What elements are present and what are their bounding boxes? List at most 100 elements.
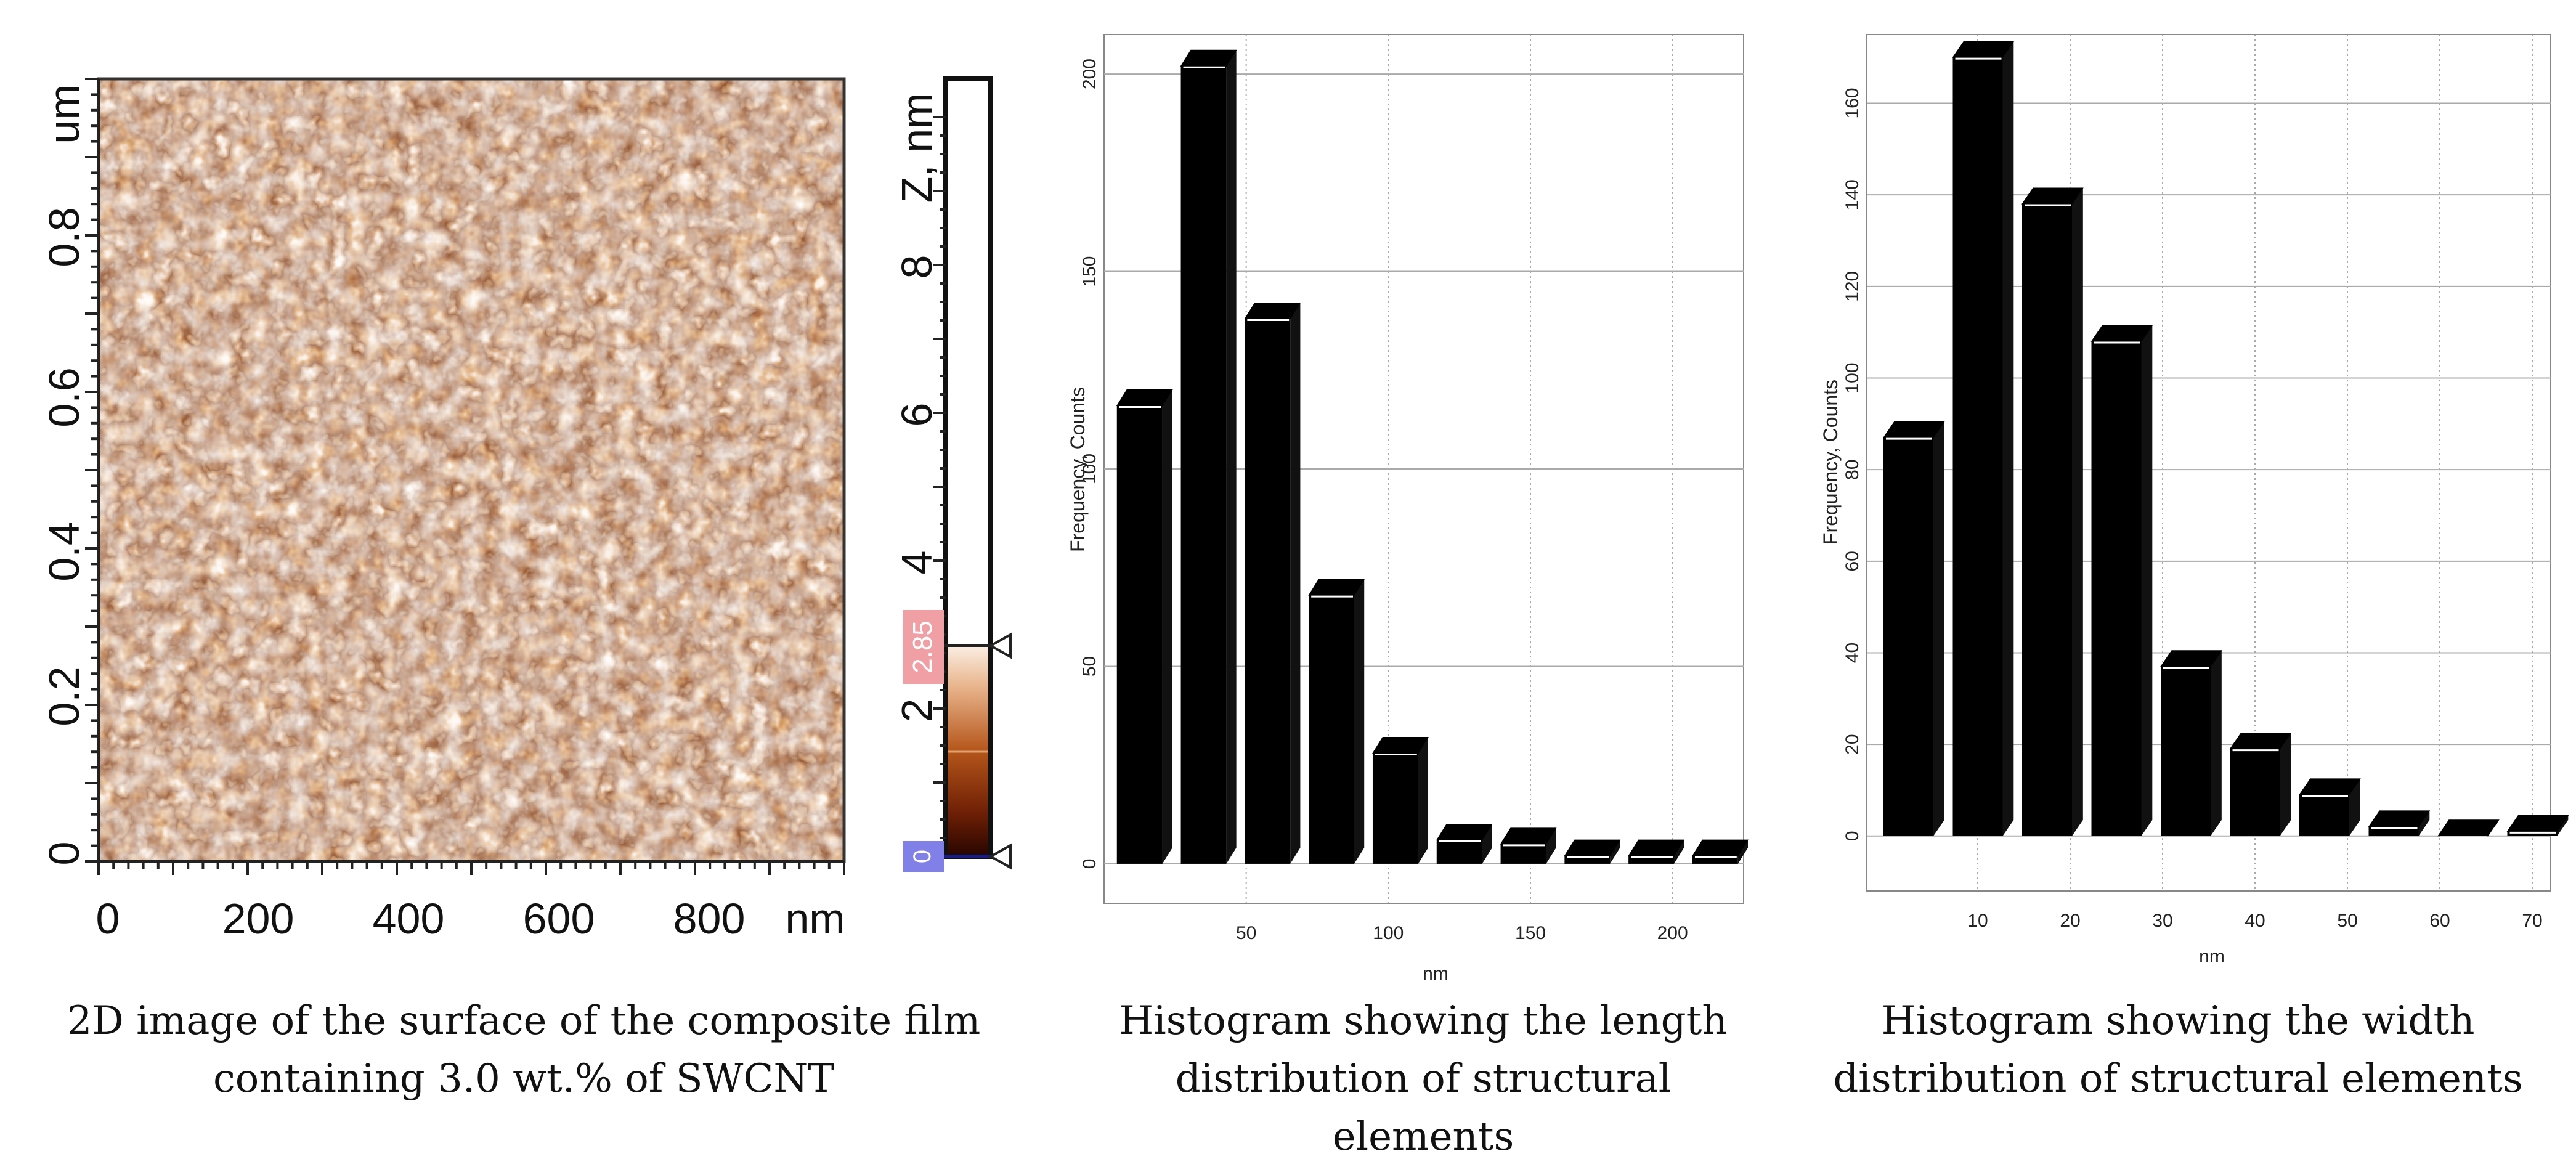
length-x-tick-label: 50 <box>1236 923 1256 943</box>
length-y-tick-label: 200 <box>1079 59 1100 89</box>
afm-y-tick: 0.2 <box>40 666 88 726</box>
length-bar <box>1500 827 1557 864</box>
length-caption-line: elements <box>1332 1114 1514 1160</box>
length-bar-front <box>1180 66 1227 864</box>
length-bar <box>1564 839 1621 864</box>
width-bar-top <box>2090 325 2153 342</box>
length-bar-front <box>1500 844 1546 864</box>
length-histogram-panel: 50 100 150 200 0 50 100 150 200 nm Frequency, C… <box>1060 0 1787 998</box>
width-x-tick-label: 20 <box>2060 911 2080 931</box>
width-bar-front <box>2230 749 2280 836</box>
length-bar-side <box>1610 840 1620 864</box>
colorbar-label: Z, nm <box>893 93 941 203</box>
width-bar-front <box>2161 666 2211 836</box>
colorbar-max-marker-box[interactable] <box>903 610 944 684</box>
width-y-tick-label: 60 <box>1842 551 1863 571</box>
colorbar-tick: 6 <box>893 403 941 427</box>
colorbar-tick: 2 <box>893 699 941 723</box>
width-bar-top <box>1952 41 2015 58</box>
length-y-axis-label: Frequency, Counts <box>1067 387 1089 552</box>
width-bar <box>2506 815 2569 836</box>
length-bar-top <box>1500 827 1557 845</box>
colorbar-max-handle[interactable] <box>988 632 1012 659</box>
afm-x-tick: 200 <box>222 895 295 943</box>
length-caption-line: distribution of structural <box>1175 1056 1672 1102</box>
width-bar <box>1883 421 1945 836</box>
length-bar-front <box>1116 405 1163 864</box>
length-bar-front <box>1372 753 1418 864</box>
length-bar <box>1436 823 1493 864</box>
length-y-tick-label: 150 <box>1079 256 1100 287</box>
width-bar-side <box>2349 778 2360 836</box>
colorbar-min-marker-box[interactable] <box>903 841 944 872</box>
length-bar <box>1116 389 1173 864</box>
length-histogram: 50 100 150 200 0 50 100 150 200 nm Frequency, C… <box>1067 34 1749 984</box>
length-bar-side <box>1290 303 1301 864</box>
length-bar-side <box>1737 840 1749 864</box>
width-y-tick-label: 100 <box>1842 362 1863 393</box>
afm-surface-image <box>99 79 844 861</box>
length-bar-top <box>1436 823 1493 840</box>
afm-y-tick: 0.6 <box>40 367 88 427</box>
width-bar-side <box>2072 188 2083 836</box>
afm-y-tick: 0.8 <box>40 207 88 267</box>
colorbar-max-marker[interactable]: 2.85 <box>908 620 938 673</box>
width-bar-top <box>2506 815 2569 832</box>
width-bar-front <box>2091 341 2142 836</box>
length-caption-line: Histogram showing the length <box>1119 998 1728 1044</box>
length-bar <box>1308 579 1365 864</box>
length-x-axis-label: nm <box>1423 964 1448 984</box>
length-bar <box>1628 839 1685 864</box>
afm-panel: 0 200 400 600 800 nm 0 0.2 0.4 0.6 0.8 u… <box>0 0 1047 974</box>
afm-caption-line: containing 3.0 wt.% of SWCNT <box>213 1056 835 1102</box>
width-bar-top <box>2229 733 2292 750</box>
width-caption: Histogram showing the width distribution… <box>1787 992 2569 1108</box>
width-bar-side <box>2418 810 2430 836</box>
length-bar-top <box>1308 579 1365 596</box>
length-bar-top <box>1692 839 1749 856</box>
length-bar-side <box>1162 389 1172 864</box>
width-bar-front <box>2022 204 2072 836</box>
width-bar-top <box>2437 819 2500 837</box>
width-bar <box>2437 819 2500 839</box>
colorbar-white-region <box>946 79 990 646</box>
length-bar-front <box>1436 840 1482 864</box>
length-x-tick-label: 100 <box>1373 923 1404 943</box>
length-bar-top <box>1628 839 1685 856</box>
length-bar-side <box>1354 579 1365 864</box>
width-x-tick-label: 70 <box>2522 911 2542 931</box>
length-x-tick-label: 150 <box>1515 923 1546 943</box>
width-bar <box>2160 650 2222 836</box>
width-y-tick-label: 120 <box>1842 271 1863 302</box>
afm-y-tick: 0 <box>40 842 88 866</box>
width-bar-front <box>1883 437 1933 836</box>
afm-x-tick: 400 <box>373 895 445 943</box>
width-bar-side <box>2280 733 2291 836</box>
length-bar-top <box>1244 302 1301 319</box>
afm-caption: 2D image of the surface of the composite… <box>12 992 1035 1108</box>
width-bar-top <box>2021 187 2084 205</box>
width-bar-front <box>2299 794 2349 836</box>
width-y-tick-label: 140 <box>1842 179 1863 210</box>
width-x-tick-label: 10 <box>1967 911 1988 931</box>
width-bar-top <box>2299 778 2361 795</box>
colorbar-min-handle[interactable] <box>988 843 1012 870</box>
colorbar-min-marker[interactable]: 0 <box>909 850 936 863</box>
width-x-tick-label: 60 <box>2429 911 2450 931</box>
width-bar <box>2090 325 2153 836</box>
width-y-tick-label: 160 <box>1842 87 1863 118</box>
width-bar-side <box>2211 650 2222 836</box>
afm-y-tick: 0.4 <box>40 521 88 581</box>
length-bar-front <box>1309 595 1354 864</box>
length-y-tick-label: 50 <box>1079 656 1100 677</box>
length-y-tick-label: 100 <box>1079 453 1100 484</box>
width-bar-front <box>2507 831 2558 836</box>
length-bar-front <box>1245 319 1291 864</box>
width-bar <box>2299 778 2361 836</box>
length-bar-side <box>1418 737 1429 864</box>
width-bar <box>2021 187 2084 836</box>
width-y-tick-label: 0 <box>1842 831 1863 841</box>
width-bar-top <box>1883 421 1945 438</box>
width-y-tick-label: 80 <box>1842 459 1863 479</box>
